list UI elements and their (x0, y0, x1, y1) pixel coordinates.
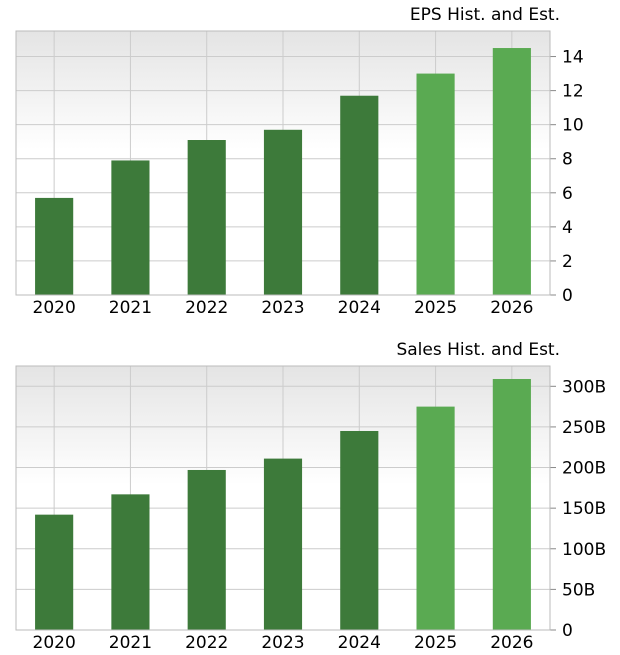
eps-y-tick-label: 0 (562, 286, 573, 306)
eps-y-tick-label: 8 (562, 150, 573, 170)
eps-bar-2023 (263, 129, 303, 295)
sales-y-tick-label: 300B (562, 377, 606, 397)
eps-bar-2026 (492, 48, 531, 295)
eps-chart-title: EPS Hist. and Est. (409, 5, 560, 25)
eps-bar-2024 (340, 95, 379, 295)
eps-bar-2025 (416, 73, 455, 295)
eps-x-tick-label: 2023 (261, 298, 304, 318)
sales-x-tick-label: 2026 (490, 633, 533, 653)
sales-y-tick-label: 250B (562, 418, 606, 438)
eps-plot-frame (15, 30, 551, 296)
sales-bar-2022 (187, 469, 226, 630)
eps-x-tick-label: 2026 (490, 298, 533, 318)
sales-bar-2021 (111, 494, 150, 630)
eps-chart: EPS Hist. and Est. 0 2 4 6 8 10 12 14 2020 2021 20… (0, 0, 620, 320)
sales-y-tick-label: 50B (562, 580, 595, 600)
eps-x-tick-label: 2020 (33, 298, 76, 318)
eps-bar-2021 (111, 160, 150, 295)
eps-y-tick-label: 10 (562, 116, 584, 136)
sales-bar-2020 (35, 514, 74, 630)
eps-bar-2022 (187, 140, 226, 295)
eps-x-tick-label: 2021 (109, 298, 152, 318)
sales-x-tick-label: 2023 (261, 633, 304, 653)
sales-x-tick-label: 2020 (33, 633, 76, 653)
sales-bar-2023 (263, 458, 303, 630)
eps-y-tick-label: 12 (562, 82, 584, 102)
eps-bar-2020 (35, 197, 74, 295)
eps-y-tick-label: 14 (562, 48, 584, 68)
sales-bar-2026 (492, 378, 531, 630)
sales-x-tick-label: 2021 (109, 633, 152, 653)
eps-x-tick-label: 2025 (414, 298, 457, 318)
sales-y-tick-label: 100B (562, 540, 606, 560)
sales-bar-2024 (340, 430, 379, 630)
sales-chart-title: Sales Hist. and Est. (396, 340, 560, 360)
eps-x-tick-label: 2022 (185, 298, 228, 318)
sales-y-tick-label: 150B (562, 499, 606, 519)
sales-x-tick-label: 2025 (414, 633, 457, 653)
eps-y-tick-label: 4 (562, 218, 573, 238)
eps-chart-plot: 0 2 4 6 8 10 12 14 2020 2021 2022 2023 2024 2025 2026 (15, 30, 584, 318)
sales-chart-plot: 0 50B 100B 150B 200B 250B 300B 2020 2021 2022 2023… (15, 365, 606, 653)
sales-x-tick-label: 2022 (185, 633, 228, 653)
sales-y-tick-label: 200B (562, 459, 606, 479)
sales-plot-frame (15, 365, 551, 631)
eps-y-tick-label: 2 (562, 252, 573, 272)
sales-bar-2025 (416, 406, 455, 630)
sales-y-tick-label: 0 (562, 621, 573, 641)
eps-y-tick-label: 6 (562, 184, 573, 204)
sales-chart: Sales Hist. and Est. 0 50B 100B 150B 200B 250… (0, 335, 620, 655)
sales-x-tick-label: 2024 (338, 633, 381, 653)
eps-x-tick-label: 2024 (338, 298, 381, 318)
